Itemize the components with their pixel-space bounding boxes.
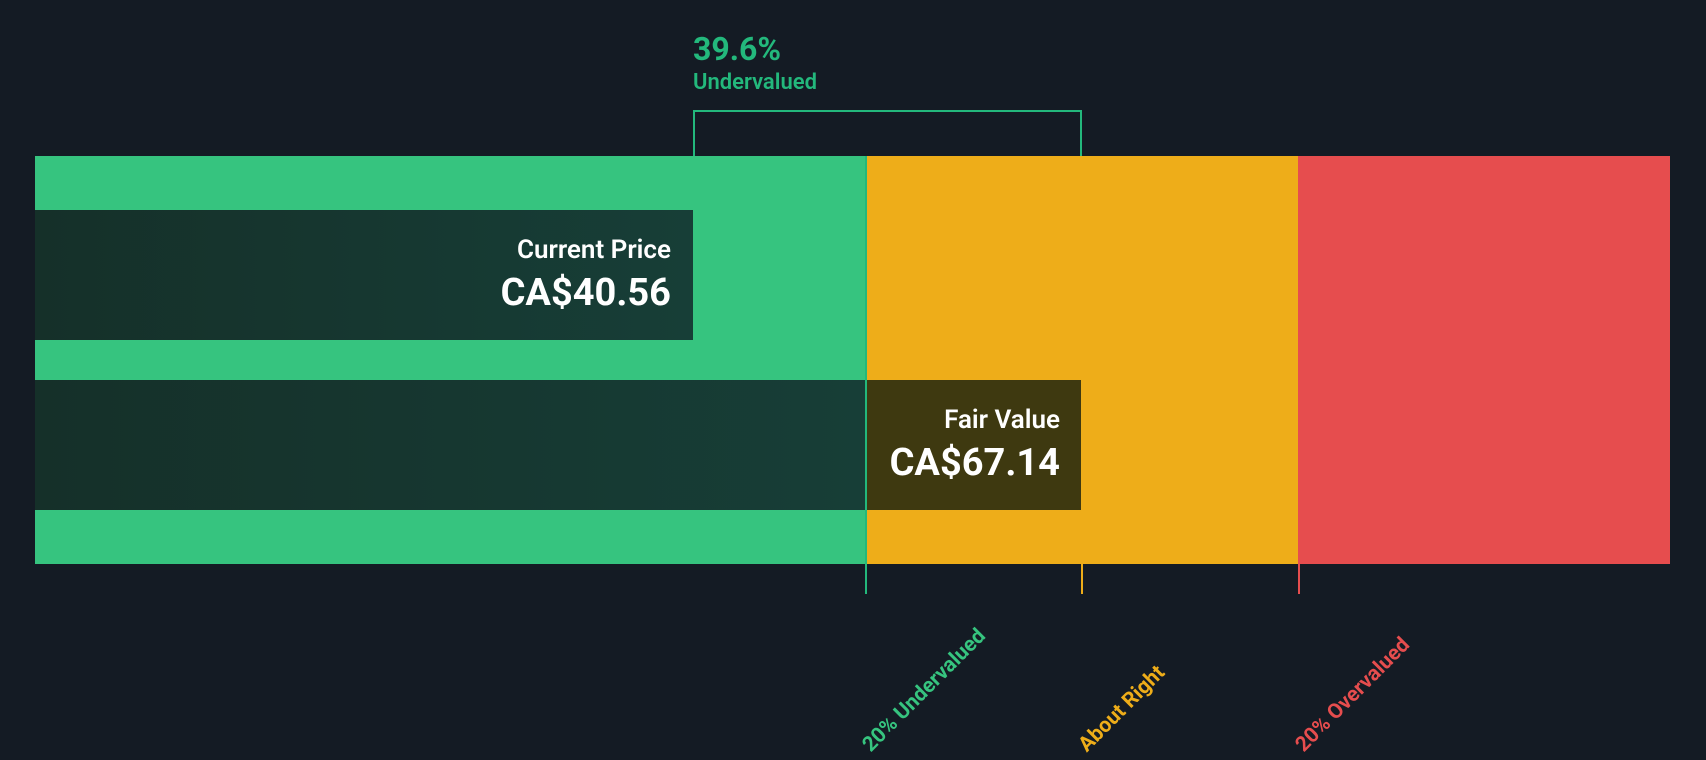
fair-value-bar-green-segment (35, 380, 866, 510)
divider-green-amber (865, 156, 867, 594)
current-price-caption: Current Price (517, 235, 671, 265)
current-price-value: CA$40.56 (501, 271, 671, 315)
red-zone (1299, 156, 1670, 564)
axis-label-b: About Right (1074, 661, 1170, 757)
fair-value-bar-amber-segment: Fair Value CA$67.14 (866, 380, 1082, 510)
valuation-subtext: Undervalued (693, 71, 817, 95)
valuation-header: 39.6% Undervalued (693, 32, 817, 95)
valuation-gap-bracket (693, 110, 1082, 156)
axis-label-a: 20% Undervalued (858, 624, 991, 757)
fair-value-value: CA$67.14 (890, 441, 1060, 485)
divider-amber-red (1298, 156, 1300, 594)
axis-label-c: 20% Overvalued (1291, 633, 1415, 757)
valuation-percent: 39.6% (693, 32, 817, 67)
current-price-bar: Current Price CA$40.56 (35, 210, 693, 340)
fair-value-caption: Fair Value (944, 405, 1060, 435)
divider-fair-end (1081, 156, 1083, 594)
